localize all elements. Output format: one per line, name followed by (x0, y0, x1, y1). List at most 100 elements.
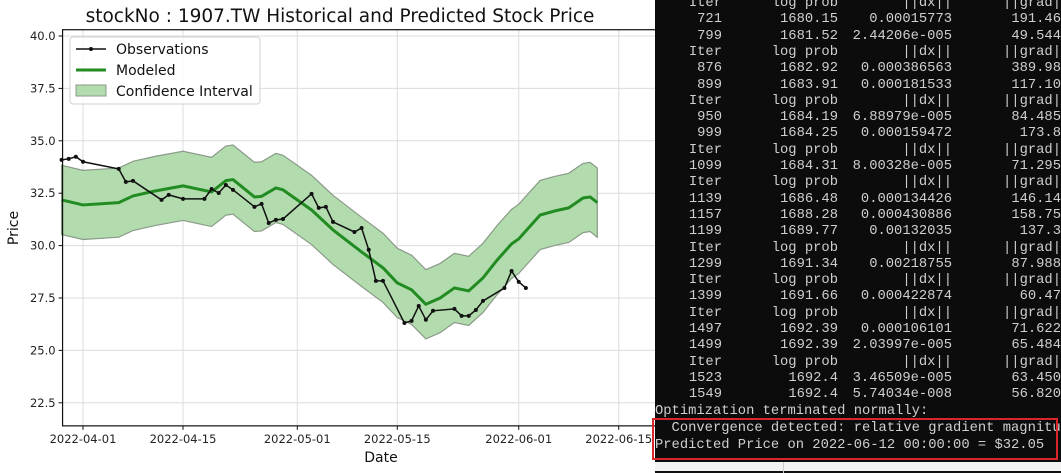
observation-point (359, 225, 364, 230)
log-dx: ||dx|| (902, 305, 952, 321)
log-log-prob: log prob (771, 273, 838, 289)
log-dx: 0.000430886 (860, 207, 952, 223)
observation-point (466, 313, 471, 318)
log-log-prob: 1683.91 (780, 77, 838, 93)
log-row: 1399 1691.66 0.000422874 60.47 (655, 289, 1061, 305)
log-grad: 191.46 (1011, 12, 1061, 28)
legend-ci-swatch (75, 84, 107, 97)
x-tick-label: 2022-06-01 (485, 432, 552, 446)
log-row: 1157 1688.28 0.000430886 158.75 (655, 208, 1061, 224)
log-iter: Iter (688, 305, 722, 321)
log-dx: 0.00218755 (869, 256, 952, 272)
log-grad: ||grad| (1003, 305, 1061, 321)
log-row: 876 1682.92 0.000386563 389.98 (655, 61, 1061, 77)
log-log-prob: log prob (771, 93, 838, 109)
observation-point (409, 318, 414, 323)
legend-ci-label: Confidence Interval (116, 84, 253, 100)
y-tick-label: 32.5 (30, 186, 56, 200)
log-header-row: Iter log prob ||dx|| ||grad| (655, 45, 1061, 61)
observation-point (473, 307, 478, 312)
log-dx: ||dx|| (902, 273, 952, 289)
log-log-prob: log prob (771, 305, 838, 321)
log-dx: 0.000181533 (860, 77, 952, 93)
log-iter: 1497 (688, 322, 722, 337)
x-tick-label: 2022-05-01 (264, 432, 331, 446)
background-window-strip (655, 462, 1061, 473)
log-row: 1099 1684.31 8.00328e-005 71.295 (655, 159, 1061, 175)
log-log-prob: log prob (771, 142, 838, 158)
log-log-prob: log prob (771, 354, 838, 370)
log-iter: Iter (688, 354, 722, 370)
y-axis-label: Price (6, 211, 22, 245)
observations-series (59, 154, 528, 325)
y-tick-label: 30.0 (30, 239, 56, 253)
log-iter: 721 (697, 12, 722, 28)
legend-box (69, 36, 261, 105)
log-iter: 1199 (688, 224, 722, 240)
observation-point (352, 229, 357, 234)
log-iter: 999 (697, 126, 722, 142)
observation-point (159, 197, 164, 202)
log-dx: 2.44206e-005 (852, 28, 952, 44)
log-log-prob: 1689.77 (780, 224, 838, 240)
observation-point (481, 298, 486, 303)
log-log-prob: 1692.4 (788, 370, 838, 386)
terminal-window[interactable]: Iter log prob ||dx|| ||grad| 721 1680.15 0.000… (655, 0, 1061, 462)
log-dx: ||dx|| (902, 0, 952, 11)
log-log-prob: 1692.39 (780, 338, 838, 354)
log-dx: 2.03997e-005 (852, 338, 952, 354)
log-row: 799 1681.52 2.44206e-005 49.544 (655, 29, 1061, 45)
log-dx: ||dx|| (902, 240, 952, 256)
log-dx: 0.000422874 (860, 289, 952, 305)
log-row: 1139 1686.48 0.000134426 146.14 (655, 192, 1061, 208)
log-iter: Iter (688, 273, 722, 289)
observation-point (381, 278, 386, 283)
log-row: 1299 1691.34 0.00218755 87.988 (655, 257, 1061, 273)
observation-point (231, 187, 236, 192)
log-row: 950 1684.19 6.88979e-005 84.485 (655, 110, 1061, 126)
observation-point (216, 190, 221, 195)
log-log-prob: log prob (771, 44, 838, 60)
log-iter: 899 (697, 77, 722, 93)
log-header-row: Iter log prob ||dx|| ||grad| (655, 273, 1061, 289)
log-grad: ||grad| (1003, 354, 1061, 370)
observation-point (281, 216, 286, 221)
log-iter: Iter (688, 93, 722, 109)
observation-point (252, 204, 257, 209)
log-dx: 6.88979e-005 (852, 110, 952, 126)
log-iter: Iter (688, 142, 722, 158)
log-grad: ||grad| (1003, 175, 1061, 191)
log-iter: 1099 (688, 159, 722, 174)
divider (783, 462, 784, 473)
y-tick-label: 25.0 (30, 343, 56, 357)
y-tick-label: 37.5 (30, 81, 56, 95)
observation-point (66, 156, 71, 161)
log-grad: 84.485 (1011, 110, 1061, 126)
legend: Observations Modeled Confidence Interval (69, 36, 261, 105)
x-tick-label: 2022-05-15 (364, 432, 431, 446)
log-header-row: Iter log prob ||dx|| ||grad| (655, 175, 1061, 191)
log-iter: 1399 (688, 289, 722, 305)
log-dx: ||dx|| (902, 175, 952, 191)
log-row: 1549 1692.4 5.74034e-008 56.820 (655, 387, 1061, 403)
log-grad: 65.484 (1011, 338, 1061, 354)
observation-point (452, 306, 457, 311)
observation-point (309, 191, 314, 196)
observation-point (323, 204, 328, 209)
predicted-price-line: Predicted Price on 2022-06-12 00:00:00 =… (655, 438, 1045, 453)
log-iter: 1499 (688, 338, 722, 354)
observation-point (509, 268, 514, 273)
observation-point (316, 205, 321, 210)
log-dx: 0.000159472 (860, 126, 952, 142)
log-iter: 1549 (688, 387, 722, 403)
log-grad: ||grad| (1003, 273, 1061, 289)
log-grad: ||grad| (1003, 44, 1061, 60)
log-iter: Iter (688, 0, 722, 11)
log-iter: 950 (697, 110, 722, 126)
log-grad: 49.544 (1011, 28, 1061, 44)
observation-point (502, 285, 507, 290)
observation-point (131, 178, 136, 183)
log-grad: 389.98 (1011, 61, 1061, 77)
log-row: 721 1680.15 0.00015773 191.46 (655, 12, 1061, 28)
